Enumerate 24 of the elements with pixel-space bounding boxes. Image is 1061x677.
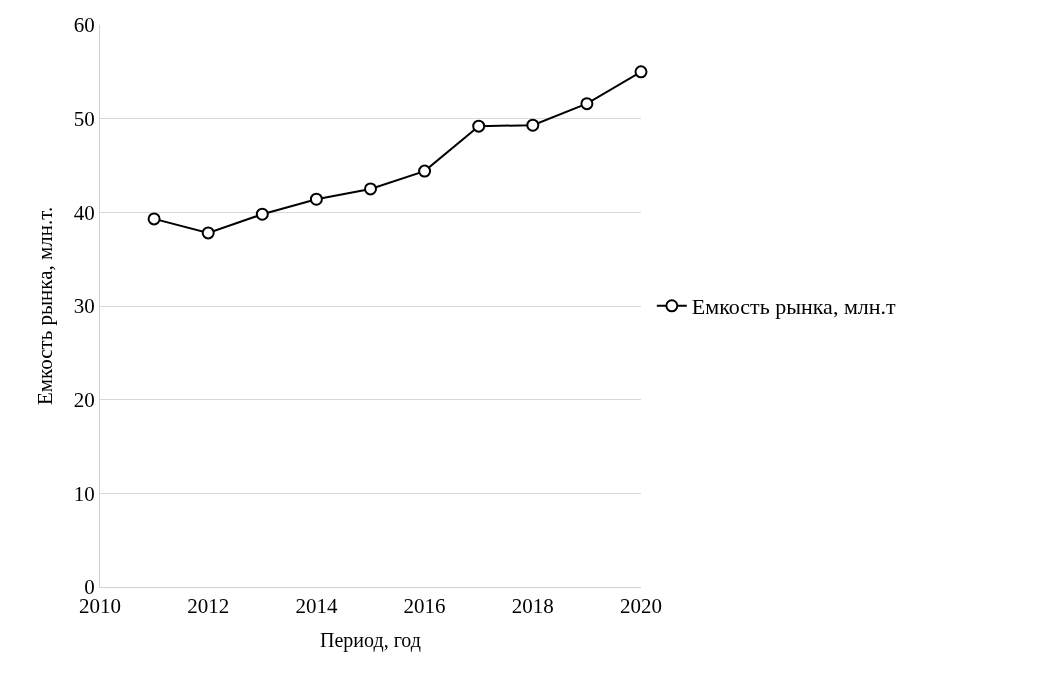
x-tick-label: 2012 — [187, 594, 230, 619]
point — [634, 65, 648, 79]
x-axis-title: Период, год — [320, 628, 421, 652]
y-tick-label: 60 — [73, 13, 95, 38]
y-tick-label: 40 — [73, 200, 95, 225]
y-tick-label: 10 — [73, 481, 95, 506]
y-tick-label: 20 — [73, 388, 95, 413]
y-tick-label: 50 — [73, 107, 95, 132]
x-tick-label: 2016 — [403, 594, 446, 619]
point — [147, 212, 161, 226]
x-tick-label: 2014 — [295, 594, 338, 619]
point — [580, 97, 594, 111]
point — [309, 192, 323, 206]
legend-label: Емкость рынка, млн.т — [691, 294, 897, 320]
point — [201, 226, 215, 240]
point — [418, 164, 432, 178]
x-tick-label: 2018 — [511, 594, 554, 619]
point — [255, 207, 269, 221]
y-tick-label: 30 — [73, 294, 95, 319]
x-tick-label: 2020 — [620, 594, 662, 619]
point — [364, 182, 377, 196]
point — [526, 118, 540, 132]
point — [472, 119, 486, 133]
y-axis-title: Емкость рынка, млн.т. — [32, 206, 57, 406]
